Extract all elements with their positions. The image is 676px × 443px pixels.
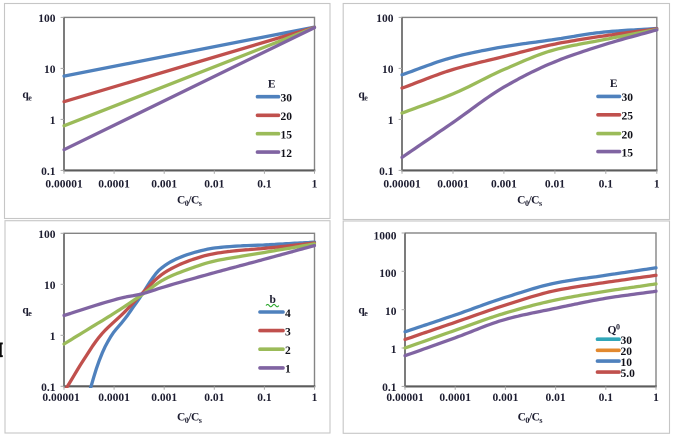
svg-text:E: E bbox=[268, 79, 276, 91]
svg-text:C0/Cs: C0/Cs bbox=[177, 195, 202, 209]
svg-text:1: 1 bbox=[285, 364, 291, 376]
svg-text:0.1: 0.1 bbox=[257, 392, 272, 404]
svg-text:qe: qe bbox=[358, 89, 368, 103]
svg-text:25: 25 bbox=[622, 111, 634, 123]
svg-text:3: 3 bbox=[285, 326, 291, 338]
svg-text:15: 15 bbox=[622, 147, 634, 159]
svg-text:2: 2 bbox=[285, 345, 291, 357]
svg-text:0.00001: 0.00001 bbox=[45, 179, 83, 191]
svg-text:100: 100 bbox=[376, 13, 394, 25]
svg-text:C0/Cs: C0/Cs bbox=[518, 412, 543, 426]
svg-text:100: 100 bbox=[38, 13, 56, 25]
svg-text:15: 15 bbox=[281, 130, 293, 142]
svg-text:1: 1 bbox=[50, 115, 56, 127]
svg-text:100: 100 bbox=[38, 229, 56, 241]
svg-text:10: 10 bbox=[382, 64, 394, 76]
svg-text:C0/Cs: C0/Cs bbox=[177, 412, 202, 426]
svg-text:10: 10 bbox=[44, 280, 56, 292]
svg-text:10: 10 bbox=[385, 306, 397, 318]
svg-text:0.0001: 0.0001 bbox=[98, 392, 130, 404]
svg-text:0.1: 0.1 bbox=[379, 166, 394, 178]
svg-text:0.1: 0.1 bbox=[257, 179, 272, 191]
svg-text:1: 1 bbox=[653, 392, 659, 404]
svg-text:0.001: 0.001 bbox=[151, 179, 177, 191]
svg-text:0.001: 0.001 bbox=[491, 179, 517, 191]
svg-text:0.01: 0.01 bbox=[204, 392, 224, 404]
svg-text:0.001: 0.001 bbox=[151, 392, 177, 404]
svg-text:0.1: 0.1 bbox=[41, 382, 56, 394]
svg-text:qe: qe bbox=[22, 89, 32, 103]
svg-text:30: 30 bbox=[622, 92, 634, 104]
svg-text:0.1: 0.1 bbox=[599, 392, 614, 404]
svg-text:qe: qe bbox=[358, 305, 368, 319]
svg-text:1: 1 bbox=[50, 331, 56, 343]
svg-text:0.01: 0.01 bbox=[545, 179, 565, 191]
svg-text:E: E bbox=[610, 78, 618, 90]
svg-text:0.0001: 0.0001 bbox=[439, 392, 471, 404]
svg-text:0.1: 0.1 bbox=[382, 382, 397, 394]
svg-text:20: 20 bbox=[621, 346, 633, 358]
svg-text:10: 10 bbox=[44, 64, 56, 76]
svg-text:qe: qe bbox=[22, 305, 32, 319]
svg-text:0.1: 0.1 bbox=[599, 179, 614, 191]
svg-text:b: b bbox=[270, 294, 276, 306]
svg-text:5.0: 5.0 bbox=[621, 368, 636, 380]
svg-text:30: 30 bbox=[281, 93, 293, 105]
svg-text:0.01: 0.01 bbox=[204, 179, 224, 191]
svg-text:100: 100 bbox=[379, 268, 397, 280]
svg-text:30: 30 bbox=[621, 335, 633, 347]
svg-text:0.0001: 0.0001 bbox=[437, 179, 469, 191]
svg-text:1000: 1000 bbox=[374, 230, 397, 242]
svg-text:1: 1 bbox=[388, 115, 394, 127]
svg-text:10: 10 bbox=[621, 357, 633, 369]
svg-text:1: 1 bbox=[312, 179, 318, 191]
svg-text:0.00001: 0.00001 bbox=[42, 392, 80, 404]
svg-text:1: 1 bbox=[391, 344, 397, 356]
svg-text:0.1: 0.1 bbox=[41, 166, 56, 178]
svg-text:12: 12 bbox=[281, 148, 293, 160]
svg-text:0.01: 0.01 bbox=[546, 392, 566, 404]
svg-text:20: 20 bbox=[281, 111, 293, 123]
svg-text:4: 4 bbox=[285, 308, 291, 320]
svg-text:1: 1 bbox=[654, 179, 660, 191]
svg-text:0.0001: 0.0001 bbox=[98, 179, 130, 191]
svg-text:20: 20 bbox=[622, 129, 634, 141]
svg-text:0.001: 0.001 bbox=[492, 392, 518, 404]
svg-text:C0/Cs: C0/Cs bbox=[517, 195, 542, 209]
svg-text:0.00001: 0.00001 bbox=[386, 392, 424, 404]
svg-text:1: 1 bbox=[312, 392, 318, 404]
svg-text:0.00001: 0.00001 bbox=[383, 179, 421, 191]
